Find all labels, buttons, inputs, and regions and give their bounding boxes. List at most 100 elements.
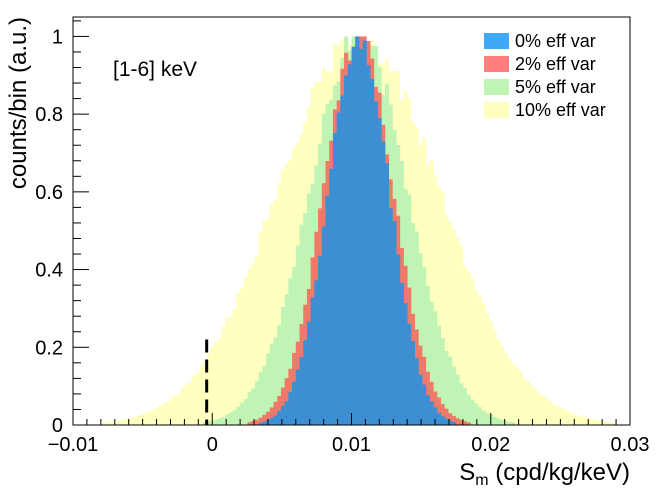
histogram-bar: [466, 271, 471, 425]
histogram-bar: [436, 397, 442, 425]
histogram-bar: [124, 418, 130, 425]
histogram-bar: [451, 229, 456, 425]
histogram-bar: [243, 277, 248, 425]
histogram-bar: [533, 388, 538, 425]
histogram-bar: [232, 410, 237, 425]
histogram-bar: [262, 421, 267, 425]
histogram-bar: [422, 384, 427, 425]
histogram-bar: [225, 414, 230, 425]
histogram-bar: [273, 337, 278, 425]
histogram-bar: [351, 46, 356, 425]
histogram-bar: [477, 296, 482, 425]
histogram-bar: [150, 410, 156, 425]
histogram-bar: [514, 367, 519, 425]
histogram-bar: [217, 338, 222, 425]
histogram-bar: [474, 290, 479, 425]
histogram-bar: [288, 391, 293, 425]
histogram-bar: [507, 358, 512, 425]
histogram-bar: [381, 141, 386, 425]
histogram-bar: [292, 266, 297, 425]
histogram-bar: [199, 365, 204, 425]
histogram-bar: [488, 321, 493, 425]
histogram-bars: [102, 36, 616, 426]
histogram-bar: [429, 401, 434, 425]
x-axis-title-unit: (cpd/kg/keV): [489, 459, 630, 486]
histogram-bar: [277, 183, 282, 425]
histogram-bar: [336, 112, 341, 425]
histogram-bar: [440, 337, 445, 425]
histogram-bar: [518, 371, 523, 425]
histogram-bar: [362, 40, 367, 425]
histogram-bar: [273, 415, 278, 425]
y-tick-label: 1: [52, 26, 63, 48]
legend-label: 5% eff var: [515, 77, 596, 97]
histogram-bar: [288, 278, 293, 425]
histogram-bar: [277, 395, 282, 425]
histogram-bar: [299, 357, 304, 425]
histogram-bar: [522, 378, 527, 425]
annotation-energy-range: [1-6] keV: [113, 58, 197, 81]
histogram-bar: [173, 395, 178, 425]
histogram-bar: [136, 415, 141, 425]
y-tick-label: 0.6: [35, 182, 63, 204]
histogram-bar: [448, 420, 453, 425]
histogram-bar: [529, 385, 534, 425]
histogram-bar: [284, 294, 289, 425]
histogram-bar: [459, 419, 464, 425]
histogram-bar: [485, 412, 490, 425]
x-tick-label: 0.02: [471, 434, 510, 456]
histogram-bar: [280, 169, 286, 425]
histogram-bar: [466, 394, 471, 425]
histogram-bar: [240, 402, 245, 425]
histogram-bar: [236, 406, 241, 425]
histogram-bar: [440, 416, 445, 425]
histogram-bar: [221, 416, 226, 425]
histogram-bar: [332, 132, 338, 425]
histogram-bar: [444, 408, 449, 425]
histogram-bar: [318, 255, 323, 425]
histogram-bar: [262, 220, 267, 425]
histogram-bar: [329, 168, 334, 425]
histogram-bar: [254, 381, 260, 425]
histogram-bar: [410, 341, 416, 425]
histogram-bar: [578, 416, 583, 425]
histogram-bar: [262, 414, 267, 425]
histogram-bar: [247, 392, 252, 425]
histogram-bar: [429, 160, 434, 426]
histogram-bar: [414, 231, 419, 425]
histogram-bar: [303, 340, 308, 425]
histogram-bar: [396, 254, 401, 425]
histogram-bar: [214, 341, 219, 425]
y-tick-label: 0.2: [35, 337, 63, 359]
histogram-bar: [373, 101, 378, 425]
histogram-bar: [258, 422, 263, 425]
histogram-bar: [433, 311, 438, 425]
histogram-bar: [202, 422, 208, 425]
histogram-bar: [347, 64, 352, 425]
histogram-bar: [436, 412, 442, 425]
histogram-bar: [604, 421, 609, 425]
histogram-bar: [563, 410, 568, 425]
histogram-bar: [377, 118, 382, 425]
histogram-bar: [592, 419, 597, 425]
histogram-bar: [511, 422, 516, 425]
histogram-bar: [162, 403, 167, 425]
histogram-bar: [418, 374, 423, 425]
histogram-bar: [540, 395, 545, 425]
histogram-bar: [158, 405, 163, 425]
legend-label: 0% eff var: [515, 31, 596, 51]
histogram-bar: [444, 350, 449, 425]
histogram-bar: [154, 407, 159, 425]
histogram-bar: [128, 417, 133, 425]
histogram-bar: [596, 420, 601, 425]
histogram-bar: [537, 393, 542, 425]
histogram-bar: [340, 95, 345, 425]
histogram-bar: [526, 381, 531, 425]
histogram-bar: [165, 401, 170, 425]
histogram-bar: [217, 418, 222, 425]
histogram-bar: [310, 297, 315, 425]
histogram-bar: [139, 414, 144, 425]
histogram-bar: [466, 422, 471, 425]
x-tick-label: 0: [207, 434, 218, 456]
